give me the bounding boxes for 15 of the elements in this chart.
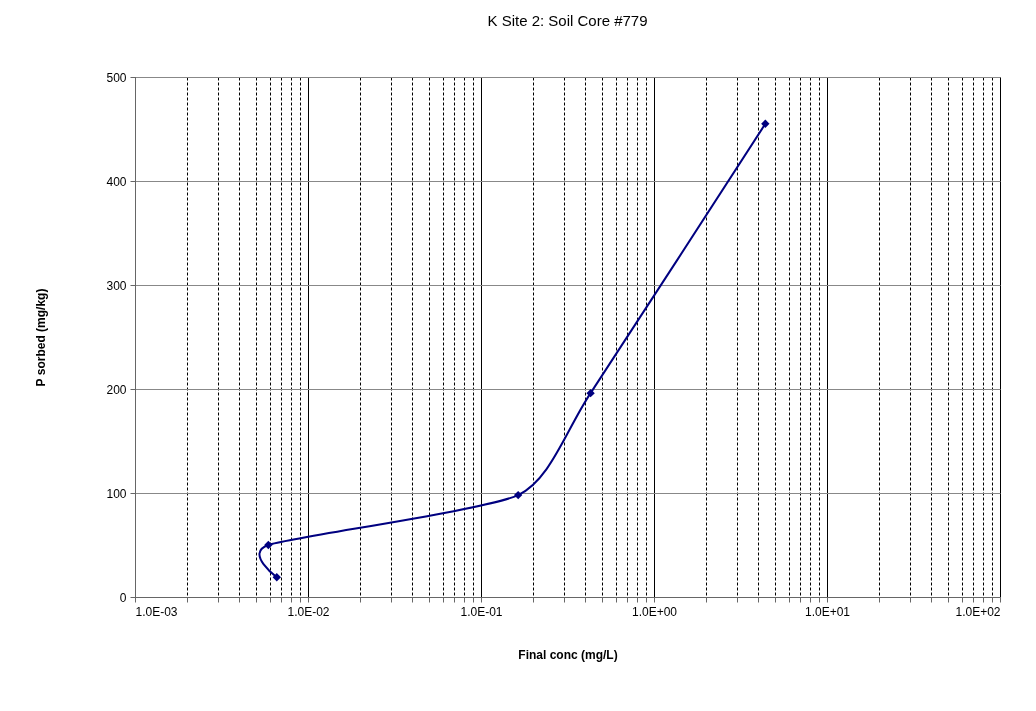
x-tick-label: 1.0E-02 — [287, 604, 330, 619]
y-tick-label: 200 — [106, 382, 127, 397]
x-tick-label: 1.0E-03 — [135, 604, 178, 619]
x-axis-title: Final conc (mg/L) — [518, 647, 618, 662]
chart-title: K Site 2: Soil Core #779 — [487, 12, 648, 29]
x-tick-label: 1.0E+00 — [631, 604, 678, 619]
y-tick-label: 300 — [106, 278, 127, 293]
y-tick-label: 0 — [119, 590, 127, 605]
y-tick-label: 500 — [106, 70, 127, 85]
y-tick-label: 400 — [106, 174, 127, 189]
x-tick-label: 1.0E-01 — [460, 604, 503, 619]
y-tick-label: 100 — [106, 486, 127, 501]
x-tick-label: 1.0E+01 — [804, 604, 851, 619]
x-tick-label: 1.0E+02 — [955, 604, 1001, 619]
y-axis-title: P sorbed (mg/kg) — [34, 288, 49, 387]
